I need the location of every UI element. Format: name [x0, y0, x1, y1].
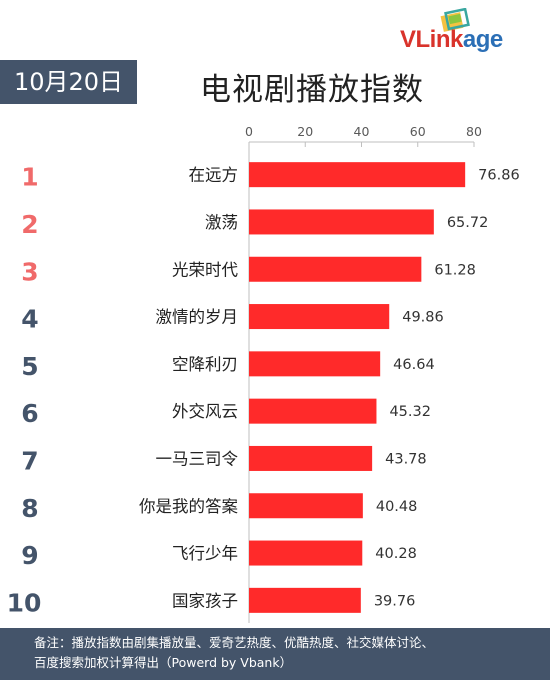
- bar: [249, 398, 377, 424]
- rank-number: 1: [21, 163, 38, 192]
- footnote-line-2: 百度搜索加权计算得出（Powerd by Vbank）: [34, 655, 293, 670]
- category-label: 激情的岁月: [156, 308, 239, 327]
- rank-number: 2: [21, 210, 38, 239]
- category-label: 国家孩子: [172, 591, 238, 610]
- category-label: 飞行少年: [172, 544, 238, 563]
- category-label: 你是我的答案: [139, 497, 239, 516]
- value-label: 76.86: [478, 168, 520, 184]
- category-label: 外交风云: [172, 402, 238, 421]
- category-label: 一马三司令: [156, 449, 239, 468]
- value-label: 43.78: [385, 451, 427, 467]
- x-tick-label: 80: [466, 124, 482, 139]
- value-label: 65.72: [447, 215, 489, 231]
- category-label: 在远方: [189, 166, 239, 185]
- value-label: 46.64: [393, 357, 435, 373]
- bar: [249, 351, 381, 377]
- rank-number: 8: [21, 494, 38, 523]
- category-label: 激荡: [205, 213, 238, 232]
- rank-number: 7: [21, 446, 38, 475]
- value-label: 61.28: [434, 262, 476, 278]
- logo-link: Link: [415, 26, 464, 53]
- rank-number: 5: [21, 352, 38, 381]
- bar: [249, 209, 434, 235]
- footnote-line-1: 备注：播放指数由剧集播放量、爱奇艺热度、优酷热度、社交媒体讨论、: [34, 635, 435, 650]
- value-label: 40.48: [376, 499, 418, 515]
- bar: [249, 256, 422, 282]
- footnote: 备注：播放指数由剧集播放量、爱奇艺热度、优酷热度、社交媒体讨论、 百度搜索加权计…: [0, 628, 550, 680]
- bar: [249, 540, 363, 566]
- value-label: 40.28: [375, 546, 417, 562]
- x-tick-label: 0: [245, 124, 253, 139]
- rank-number: 6: [21, 399, 38, 428]
- rank-number: 10: [7, 588, 42, 617]
- bar: [249, 493, 363, 519]
- bar: [249, 587, 361, 613]
- bar: [249, 162, 466, 188]
- bar-chart: 0 20 40 60 80 1 在远方 76.86 2 激荡 65.72 3 光荣时代 61.28 4 激情的…: [7, 124, 520, 623]
- rank-number: 3: [21, 257, 38, 286]
- value-label: 45.32: [389, 404, 431, 420]
- value-label: 49.86: [402, 310, 444, 326]
- logo-text: VLinkage: [400, 26, 503, 54]
- x-tick-label: 60: [410, 124, 426, 139]
- bar: [249, 304, 390, 330]
- chart-title: 电视剧播放指数: [200, 72, 424, 108]
- x-tick-label: 20: [297, 124, 313, 139]
- x-tick-label: 40: [354, 124, 370, 139]
- logo-frame-icon: [440, 8, 470, 32]
- date-badge: 10月20日: [0, 60, 137, 104]
- category-label: 空降利刃: [172, 355, 238, 374]
- logo-v: V: [400, 26, 416, 53]
- vlinkage-logo: VLinkage: [400, 8, 530, 54]
- rank-number: 4: [21, 305, 38, 334]
- category-label: 光荣时代: [172, 260, 239, 279]
- rank-number: 9: [21, 541, 38, 570]
- value-label: 39.76: [374, 593, 416, 609]
- logo-age: age: [462, 26, 503, 53]
- bar: [249, 445, 373, 471]
